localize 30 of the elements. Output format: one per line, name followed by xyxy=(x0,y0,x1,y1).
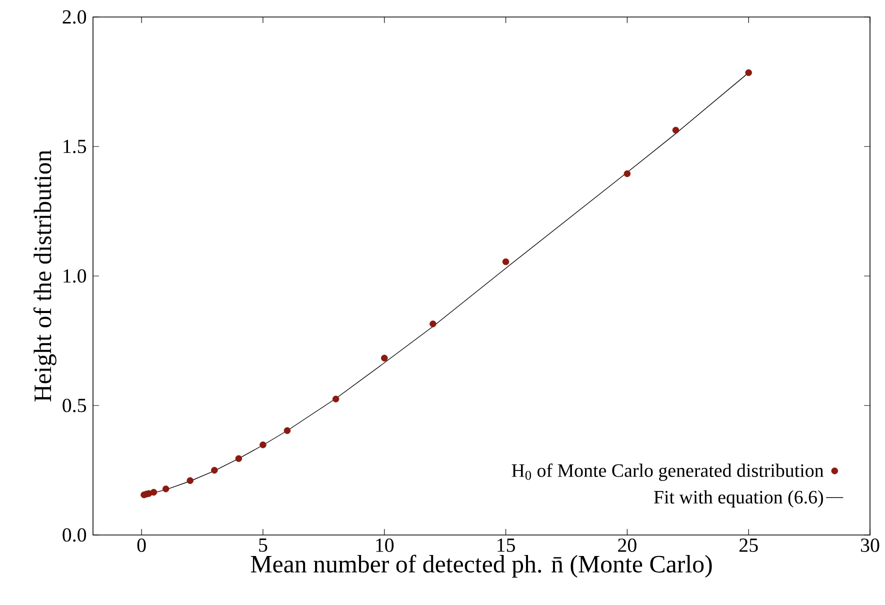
x-axis-title: Mean number of detected ph. n̄ (Monte Carlo) xyxy=(250,554,712,578)
point xyxy=(624,170,631,178)
x-tick-label: 10 xyxy=(376,538,394,552)
y-tick-label: 2.0 xyxy=(62,10,86,24)
x-tick-label: 30 xyxy=(861,538,880,552)
y-tick-label: 1.5 xyxy=(64,140,86,154)
y-tick-label: 0.0 xyxy=(62,528,86,542)
point xyxy=(380,354,388,362)
point xyxy=(672,126,680,134)
point xyxy=(332,396,340,402)
point xyxy=(745,69,752,76)
y-tick-label: 1.0 xyxy=(64,269,86,283)
point xyxy=(260,441,266,448)
x-tick-label: 25 xyxy=(740,538,758,552)
x-tick-label: 0 xyxy=(137,538,146,552)
x-tick-label: 20 xyxy=(618,538,636,552)
point xyxy=(235,455,242,462)
y-axis-title: Height of the distribution xyxy=(33,150,56,402)
point xyxy=(284,427,291,434)
point xyxy=(211,466,218,474)
point xyxy=(502,258,510,266)
point xyxy=(162,486,170,492)
point xyxy=(186,477,194,484)
x-tick-label: 5 xyxy=(259,538,268,552)
legend-label: H$_{0}$ of Monte Carlo generated distribution xyxy=(512,463,824,481)
y-tick-label: 0.5 xyxy=(62,398,86,412)
legend-label: Fit with equation (6.6) xyxy=(654,490,823,508)
point xyxy=(430,320,436,328)
point xyxy=(150,488,158,496)
x-tick-label: 15 xyxy=(498,538,515,552)
